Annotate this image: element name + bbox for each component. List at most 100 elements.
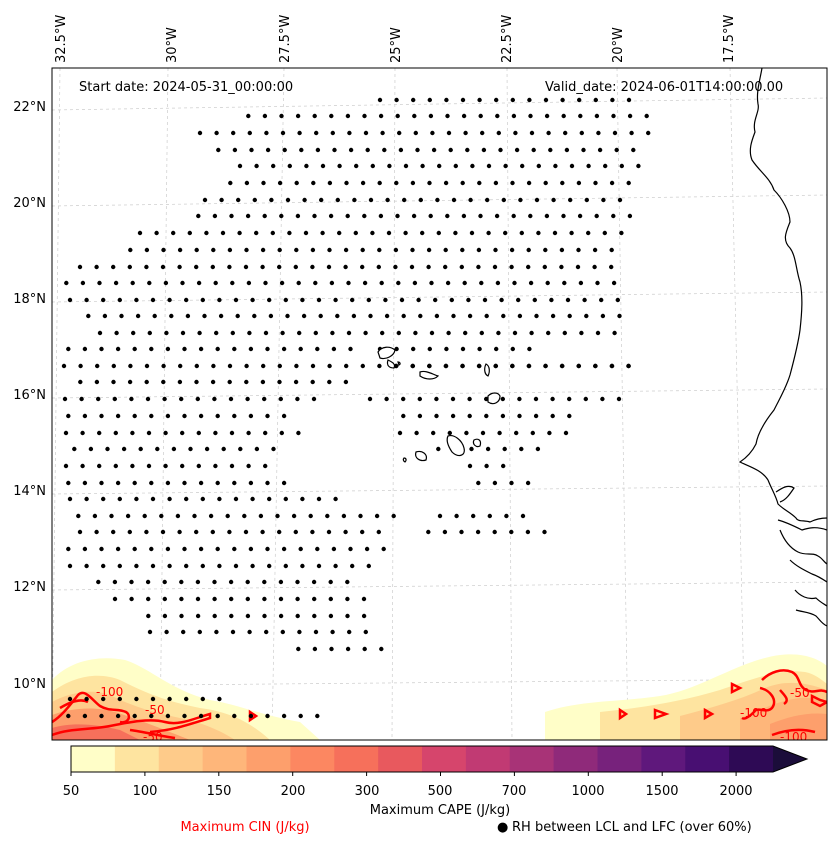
rh-dot bbox=[243, 529, 249, 535]
rh-dot bbox=[221, 446, 226, 452]
rh-dot bbox=[129, 396, 134, 402]
rh-dot bbox=[443, 363, 449, 369]
rh-dot bbox=[362, 646, 367, 652]
rh-dot bbox=[279, 430, 284, 436]
rh-dot bbox=[564, 147, 570, 153]
rh-dot bbox=[330, 330, 335, 336]
rh-dot bbox=[260, 529, 265, 535]
rh-dot bbox=[533, 413, 539, 419]
rh-dot bbox=[267, 496, 272, 502]
rh-dot bbox=[486, 163, 492, 169]
rh-dot bbox=[211, 247, 216, 253]
rh-dot bbox=[294, 247, 299, 253]
rh-dot bbox=[213, 280, 218, 286]
colorbar-segment bbox=[158, 746, 204, 772]
rh-dot bbox=[595, 280, 600, 286]
rh-dot bbox=[262, 396, 267, 402]
rh-dot bbox=[132, 546, 137, 552]
rh-dot bbox=[576, 247, 581, 253]
rh-dot bbox=[162, 396, 167, 402]
rh-dot bbox=[144, 264, 149, 270]
rh-dot bbox=[180, 280, 185, 286]
rh-dot bbox=[380, 330, 385, 336]
rh-dot bbox=[246, 463, 251, 469]
rh-dot bbox=[295, 396, 300, 402]
rh-dot bbox=[296, 430, 301, 436]
rh-dot bbox=[247, 629, 252, 635]
rh-dot bbox=[299, 147, 304, 153]
rh-dot bbox=[600, 396, 605, 402]
rh-dot bbox=[517, 396, 522, 402]
rh-dot bbox=[451, 197, 457, 203]
rh-dot bbox=[220, 230, 226, 236]
rh-dot bbox=[443, 247, 448, 253]
rh-dot bbox=[312, 113, 317, 119]
colorbar-segment bbox=[422, 746, 467, 772]
rh-dot bbox=[500, 413, 506, 419]
rh-dot bbox=[534, 197, 540, 203]
lon-label: 17.5°W bbox=[722, 15, 737, 63]
rh-dot bbox=[167, 696, 172, 702]
rh-dot bbox=[145, 396, 151, 402]
rh-dot bbox=[283, 496, 288, 502]
rh-dot bbox=[454, 513, 459, 519]
rh-dot bbox=[84, 563, 89, 569]
rh-dot bbox=[200, 297, 205, 303]
rh-dot bbox=[376, 264, 381, 270]
rh-dot bbox=[469, 446, 474, 452]
rh-dot bbox=[279, 280, 285, 286]
rh-dot bbox=[101, 696, 106, 702]
rh-dot bbox=[177, 529, 182, 535]
colorbar-segment bbox=[465, 746, 511, 772]
rh-dot bbox=[97, 280, 102, 286]
rh-dot bbox=[354, 163, 359, 169]
rh-dot bbox=[233, 297, 239, 303]
cin-contours bbox=[52, 669, 827, 740]
rh-dot bbox=[146, 613, 151, 619]
rh-dot bbox=[192, 513, 197, 519]
rh-dot bbox=[417, 396, 422, 402]
rh-dot bbox=[467, 413, 472, 419]
rh-dot bbox=[320, 163, 326, 169]
colorbar-tick-label: 150 bbox=[207, 784, 232, 799]
rh-dot bbox=[448, 147, 453, 153]
rh-dot bbox=[232, 346, 237, 352]
rh-dot bbox=[198, 413, 204, 419]
rh-dot bbox=[501, 313, 506, 319]
rh-dot bbox=[449, 297, 454, 303]
rh-dot bbox=[534, 313, 539, 319]
rh-dot bbox=[346, 280, 351, 286]
rh-dot bbox=[280, 330, 285, 336]
rh-dot bbox=[187, 230, 192, 236]
rh-dot bbox=[134, 696, 139, 702]
rh-dot bbox=[102, 313, 108, 319]
rh-dot bbox=[198, 480, 204, 486]
rh-dot bbox=[528, 280, 534, 286]
cin-contour-labels: -100 -50 -50 -100 -50 -100 bbox=[96, 685, 810, 740]
rh-dot bbox=[567, 413, 572, 419]
rh-dot bbox=[99, 546, 104, 552]
rh-dot bbox=[368, 197, 374, 203]
rh-dot bbox=[78, 379, 83, 385]
rh-dot bbox=[67, 696, 73, 702]
rh-dot bbox=[459, 264, 464, 270]
rh-dot bbox=[195, 396, 200, 402]
rh-dot bbox=[462, 280, 467, 286]
rh-dot bbox=[526, 180, 532, 186]
rh-dot bbox=[177, 379, 183, 385]
rh-dot bbox=[612, 330, 617, 336]
rh-dot bbox=[501, 197, 506, 203]
rh-dot bbox=[434, 396, 439, 402]
rh-dot bbox=[232, 480, 237, 486]
rh-dot bbox=[500, 396, 505, 402]
rh-dot bbox=[315, 147, 321, 153]
rh-dot bbox=[511, 113, 517, 119]
rh-dot bbox=[415, 147, 420, 153]
rh-dot bbox=[377, 180, 382, 186]
rh-dot bbox=[410, 247, 415, 253]
rh-dot bbox=[512, 280, 517, 286]
rh-dot bbox=[281, 713, 287, 719]
rh-dot bbox=[626, 180, 631, 186]
rh-dot bbox=[616, 396, 622, 402]
